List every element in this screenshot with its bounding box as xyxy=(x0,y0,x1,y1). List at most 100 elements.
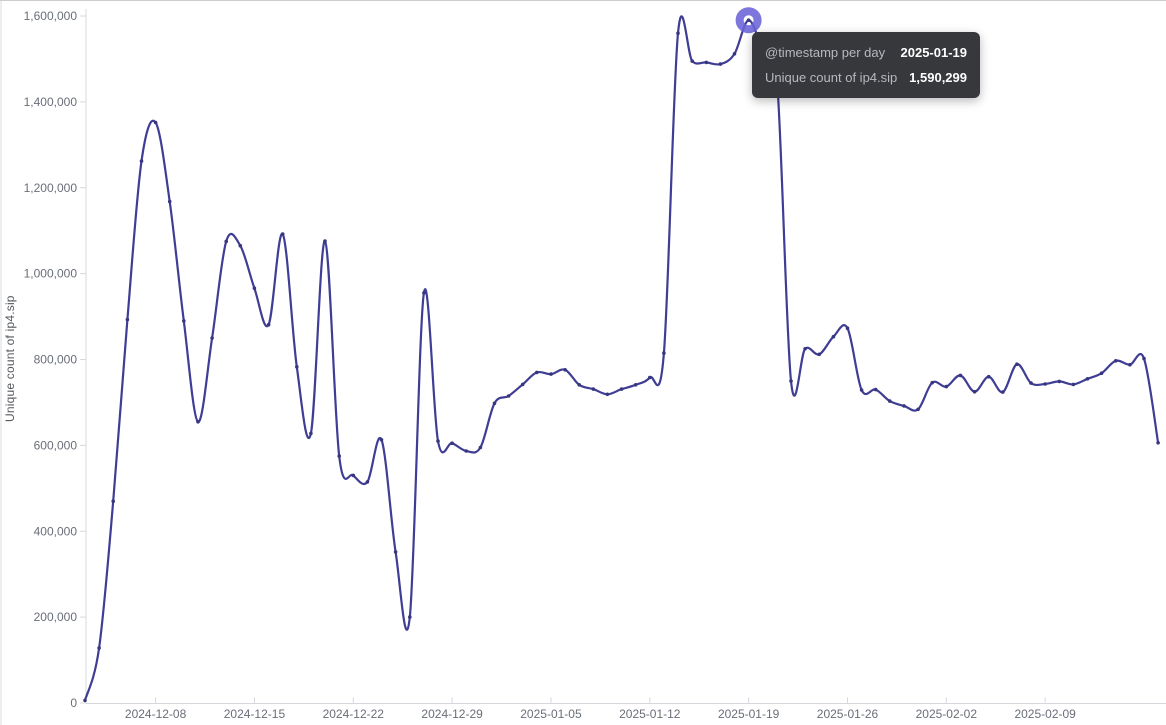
data-point[interactable] xyxy=(464,449,469,453)
data-point[interactable] xyxy=(436,439,440,443)
data-point[interactable] xyxy=(1001,390,1005,394)
data-point[interactable] xyxy=(958,373,963,378)
data-point[interactable] xyxy=(478,445,483,450)
data-point[interactable] xyxy=(450,441,454,446)
data-point[interactable] xyxy=(916,407,920,412)
data-point[interactable] xyxy=(930,380,934,385)
data-point[interactable] xyxy=(266,322,271,327)
data-point[interactable] xyxy=(944,384,949,389)
data-point[interactable] xyxy=(789,379,793,383)
data-point[interactable] xyxy=(1128,362,1132,367)
y-tick-label: 1,600,000 xyxy=(24,9,78,23)
x-tick-label: 2024-12-22 xyxy=(323,707,385,721)
data-point[interactable] xyxy=(1085,377,1090,381)
data-point[interactable] xyxy=(676,31,680,35)
data-point[interactable] xyxy=(379,438,384,442)
x-tick-label: 2025-01-26 xyxy=(817,707,879,721)
data-point[interactable] xyxy=(718,62,723,66)
data-point[interactable] xyxy=(1156,441,1160,445)
data-point[interactable] xyxy=(873,387,878,392)
data-point[interactable] xyxy=(1142,356,1146,361)
data-point[interactable] xyxy=(309,431,313,436)
data-point[interactable] xyxy=(1029,381,1033,385)
data-point[interactable] xyxy=(859,388,864,392)
data-point[interactable] xyxy=(633,383,638,387)
data-point[interactable] xyxy=(323,239,327,243)
data-point[interactable] xyxy=(337,454,342,458)
data-point[interactable] xyxy=(605,392,610,397)
data-point[interactable] xyxy=(97,646,101,650)
data-point[interactable] xyxy=(83,698,87,703)
data-point[interactable] xyxy=(1057,379,1062,384)
data-point[interactable] xyxy=(295,365,299,369)
data-point[interactable] xyxy=(732,52,737,56)
data-point[interactable] xyxy=(1015,362,1019,367)
data-point[interactable] xyxy=(139,159,144,163)
data-point[interactable] xyxy=(888,399,892,403)
data-point[interactable] xyxy=(210,336,214,340)
data-point[interactable] xyxy=(111,499,115,504)
x-tick-label: 2024-12-08 xyxy=(125,707,187,721)
data-point[interactable] xyxy=(196,420,200,424)
tooltip-header-row: @timestamp per day 2025-01-19 xyxy=(765,42,967,64)
y-tick-label: 1,400,000 xyxy=(24,95,78,109)
data-point[interactable] xyxy=(563,368,567,372)
data-point[interactable] xyxy=(393,550,398,554)
data-point[interactable] xyxy=(704,60,709,65)
data-point[interactable] xyxy=(591,387,596,391)
x-tick-label: 2024-12-15 xyxy=(224,707,286,721)
data-point[interactable] xyxy=(365,480,370,484)
data-point[interactable] xyxy=(549,372,553,376)
x-tick-label: 2025-01-19 xyxy=(718,707,780,721)
tooltip-series-value: 1,590,299 xyxy=(909,70,967,85)
data-point[interactable] xyxy=(662,351,666,355)
data-point[interactable] xyxy=(167,199,172,204)
data-point[interactable] xyxy=(648,375,652,380)
y-tick-label: 1,200,000 xyxy=(24,181,78,195)
highlight-ring xyxy=(735,7,762,34)
y-tick-label: 800,000 xyxy=(34,353,78,367)
data-point[interactable] xyxy=(1114,359,1118,363)
data-point[interactable] xyxy=(252,286,257,291)
data-point[interactable] xyxy=(986,374,991,379)
data-point[interactable] xyxy=(422,291,426,295)
data-point[interactable] xyxy=(224,239,228,244)
data-point[interactable] xyxy=(845,326,850,331)
tooltip-header-value: 2025-01-19 xyxy=(900,45,968,60)
y-tick-label: 600,000 xyxy=(34,438,78,452)
y-tick-label: 1,000,000 xyxy=(24,267,78,281)
y-tick-label: 400,000 xyxy=(34,524,78,538)
data-point[interactable] xyxy=(182,319,186,323)
x-tick-label: 2025-02-02 xyxy=(916,707,978,721)
data-point[interactable] xyxy=(238,243,243,248)
data-point[interactable] xyxy=(803,347,807,351)
data-point[interactable] xyxy=(125,317,130,322)
x-tick-label: 2025-02-09 xyxy=(1014,707,1076,721)
data-point[interactable] xyxy=(690,59,694,63)
data-point[interactable] xyxy=(280,232,285,236)
y-tick-label: 0 xyxy=(70,696,77,710)
data-point[interactable] xyxy=(831,334,836,339)
data-point[interactable] xyxy=(1071,382,1076,387)
data-point[interactable] xyxy=(1099,371,1104,376)
tooltip-series-row: Unique count of ip4.sip 1,590,299 xyxy=(765,67,967,89)
series-line xyxy=(83,15,1160,702)
data-point[interactable] xyxy=(153,120,158,125)
data-point[interactable] xyxy=(972,389,977,394)
data-point[interactable] xyxy=(746,18,751,23)
data-point[interactable] xyxy=(520,382,525,387)
data-point[interactable] xyxy=(535,370,539,375)
data-point[interactable] xyxy=(577,383,581,387)
tooltip: @timestamp per day 2025-01-19 Unique cou… xyxy=(752,32,980,98)
data-point[interactable] xyxy=(506,394,511,398)
data-point[interactable] xyxy=(619,387,624,391)
data-point[interactable] xyxy=(408,615,412,619)
data-point[interactable] xyxy=(1043,382,1047,386)
data-point[interactable] xyxy=(817,352,821,357)
data-point[interactable] xyxy=(902,404,906,408)
tooltip-series-label: Unique count of ip4.sip xyxy=(765,70,898,85)
data-point[interactable] xyxy=(492,401,497,406)
data-point[interactable] xyxy=(351,473,356,478)
